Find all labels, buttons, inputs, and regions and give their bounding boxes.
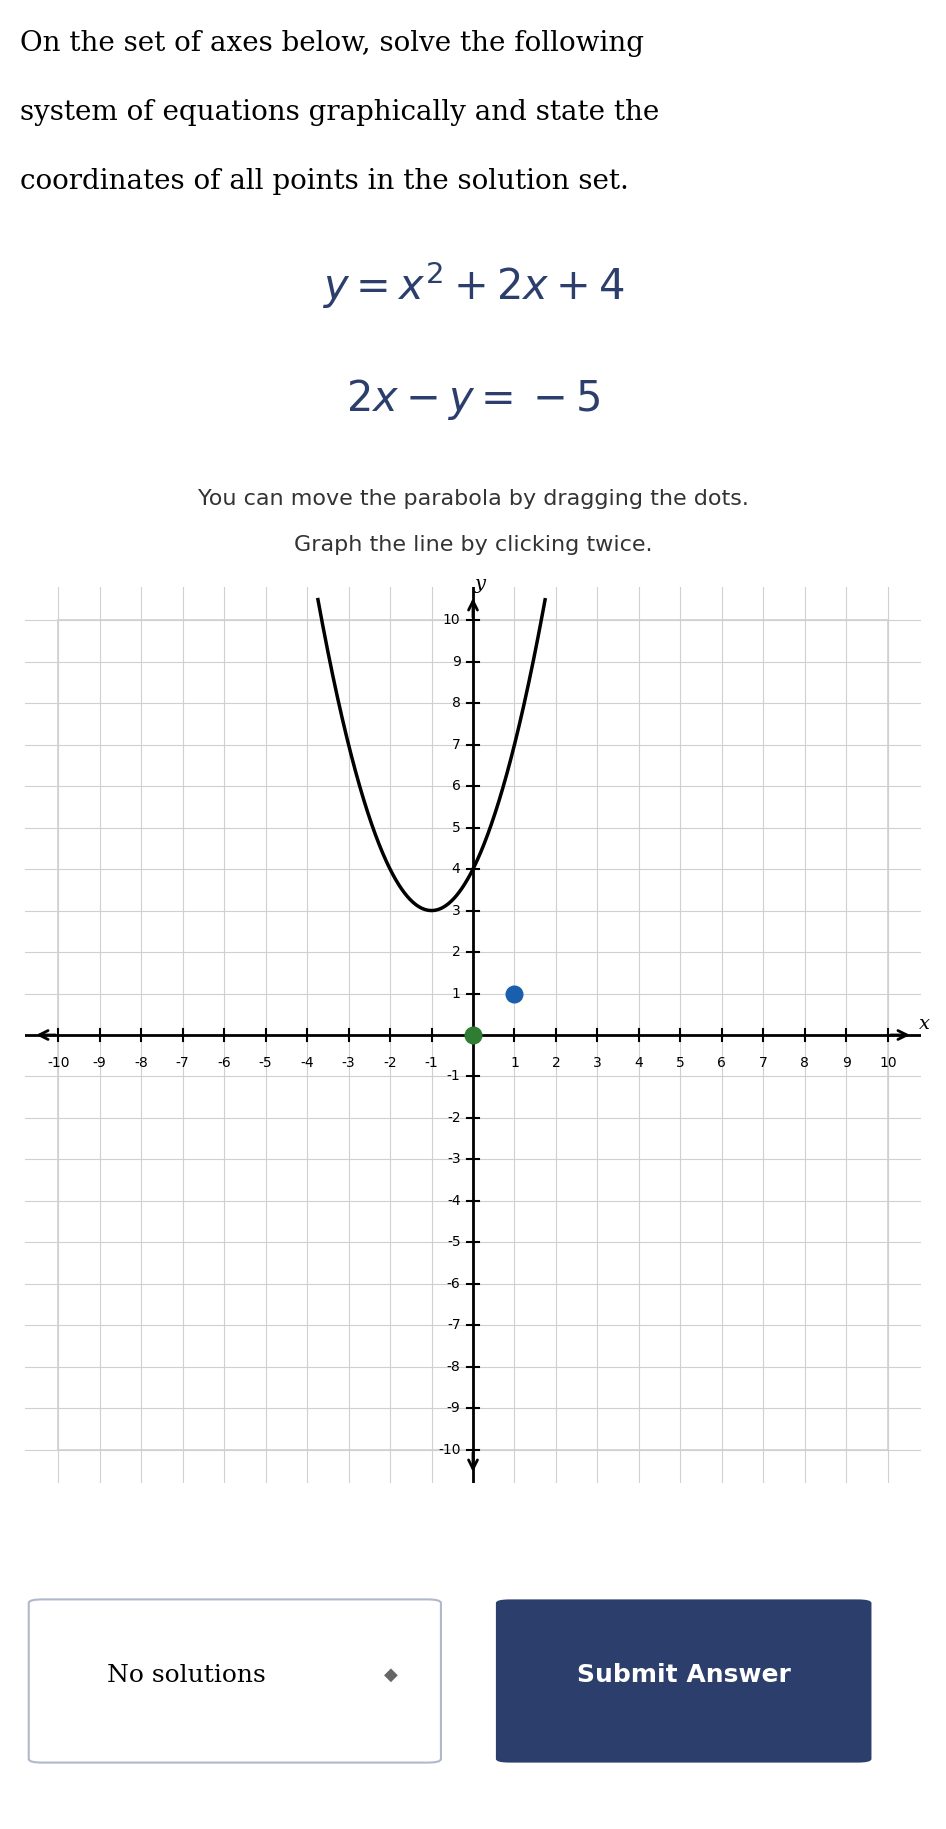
Text: 1: 1 (510, 1055, 519, 1070)
Text: -10: -10 (47, 1055, 69, 1070)
Text: Submit Answer: Submit Answer (577, 1663, 791, 1686)
Text: 8: 8 (800, 1055, 809, 1070)
Text: -7: -7 (447, 1319, 461, 1332)
Text: 2: 2 (452, 946, 461, 958)
Text: -10: -10 (438, 1443, 461, 1458)
Text: 9: 9 (842, 1055, 850, 1070)
Text: ◆: ◆ (384, 1666, 397, 1685)
Text: -9: -9 (447, 1401, 461, 1416)
Text: 8: 8 (451, 697, 461, 710)
Text: You can move the parabola by dragging the dots.: You can move the parabola by dragging th… (198, 488, 748, 508)
Text: 3: 3 (452, 904, 461, 918)
FancyBboxPatch shape (496, 1599, 871, 1763)
Text: 7: 7 (452, 737, 461, 752)
Text: -4: -4 (300, 1055, 314, 1070)
Text: 4: 4 (452, 861, 461, 876)
Text: -9: -9 (93, 1055, 107, 1070)
Text: 6: 6 (717, 1055, 727, 1070)
Text: 6: 6 (451, 779, 461, 794)
Text: 1: 1 (451, 986, 461, 1000)
Text: 4: 4 (635, 1055, 643, 1070)
Text: -6: -6 (447, 1277, 461, 1291)
Text: x: x (919, 1015, 930, 1033)
Text: -7: -7 (176, 1055, 189, 1070)
Text: 5: 5 (452, 821, 461, 834)
Text: -2: -2 (383, 1055, 397, 1070)
Text: On the set of axes below, solve the following: On the set of axes below, solve the foll… (20, 29, 644, 57)
Text: 2: 2 (552, 1055, 560, 1070)
Text: -3: -3 (342, 1055, 356, 1070)
Text: -3: -3 (447, 1152, 461, 1167)
FancyBboxPatch shape (28, 1599, 441, 1763)
Text: -1: -1 (425, 1055, 438, 1070)
Text: 5: 5 (676, 1055, 685, 1070)
Text: -5: -5 (447, 1235, 461, 1249)
Text: 10: 10 (443, 613, 461, 627)
Text: y: y (475, 576, 486, 593)
Text: -4: -4 (447, 1194, 461, 1207)
Text: coordinates of all points in the solution set.: coordinates of all points in the solutio… (20, 168, 629, 194)
Text: $y = x^2 + 2x + 4$: $y = x^2 + 2x + 4$ (322, 260, 624, 311)
Text: 10: 10 (879, 1055, 897, 1070)
Text: system of equations graphically and state the: system of equations graphically and stat… (20, 99, 659, 126)
Text: 7: 7 (759, 1055, 768, 1070)
Text: -5: -5 (259, 1055, 272, 1070)
Text: 9: 9 (451, 655, 461, 669)
Text: -6: -6 (218, 1055, 231, 1070)
Text: 3: 3 (593, 1055, 602, 1070)
Text: -8: -8 (134, 1055, 148, 1070)
Text: No solutions: No solutions (107, 1664, 265, 1686)
Text: Graph the line by clicking twice.: Graph the line by clicking twice. (294, 534, 652, 554)
Text: -8: -8 (447, 1359, 461, 1374)
Text: $2x - y = -5$: $2x - y = -5$ (346, 377, 600, 422)
Text: -2: -2 (447, 1110, 461, 1125)
Text: -1: -1 (447, 1070, 461, 1083)
